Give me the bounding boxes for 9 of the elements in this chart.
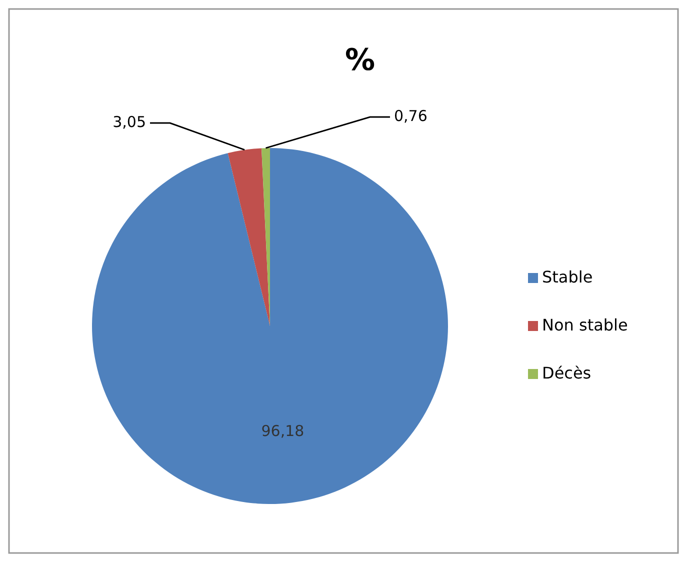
- pie-slice: [92, 148, 448, 504]
- legend-label: Décès: [542, 363, 592, 382]
- data-label: 0,76: [394, 107, 428, 126]
- legend-label: Stable: [542, 267, 593, 286]
- legend-label: Non stable: [542, 315, 628, 334]
- data-label: 96,18: [261, 422, 304, 440]
- pie-slice: [228, 148, 270, 326]
- data-label: 3,05: [112, 113, 146, 132]
- chart-title: %: [344, 43, 376, 78]
